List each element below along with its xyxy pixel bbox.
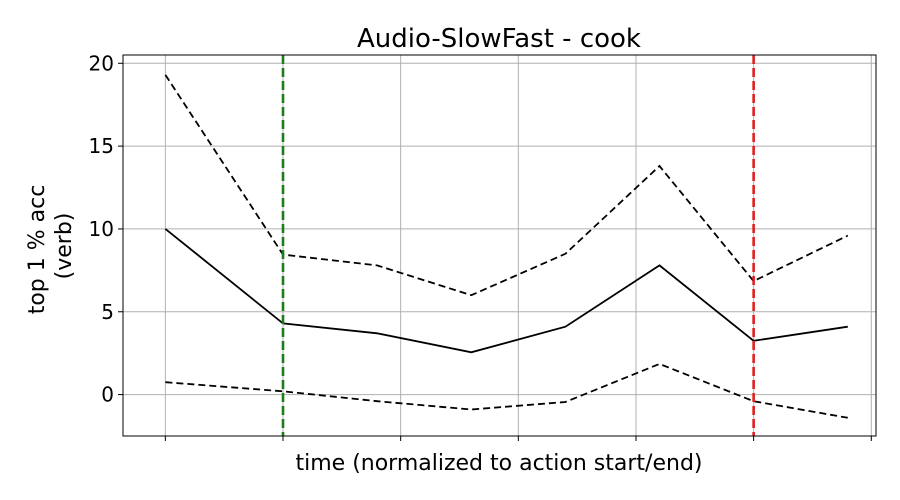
y-axis-label-line-1: top 1 % acc [25, 185, 50, 315]
vertical-markers [281, 55, 755, 436]
series-line-lower [165, 362, 848, 419]
series-group [164, 74, 849, 419]
x-axis-ticks [164, 436, 872, 441]
series-line-upper [164, 74, 849, 297]
grid [123, 55, 876, 436]
y-axis-ticks: 0 5 10 15 20 [89, 51, 123, 407]
y-tick-label: 0 [101, 383, 114, 407]
x-axis-label: time (normalized to action start/end) [296, 451, 703, 476]
chart-title: Audio-SlowFast - cook [357, 24, 641, 54]
y-axis-label: top 1 % acc (verb) [25, 178, 77, 315]
y-tick-label: 5 [101, 300, 114, 324]
y-tick-label: 15 [89, 134, 114, 158]
y-tick-label: 20 [89, 51, 114, 75]
series-line-mean [164, 228, 848, 354]
y-axis-label-line-2: (verb) [52, 213, 77, 280]
plot-frame [122, 54, 877, 437]
y-tick-label: 10 [89, 217, 114, 241]
